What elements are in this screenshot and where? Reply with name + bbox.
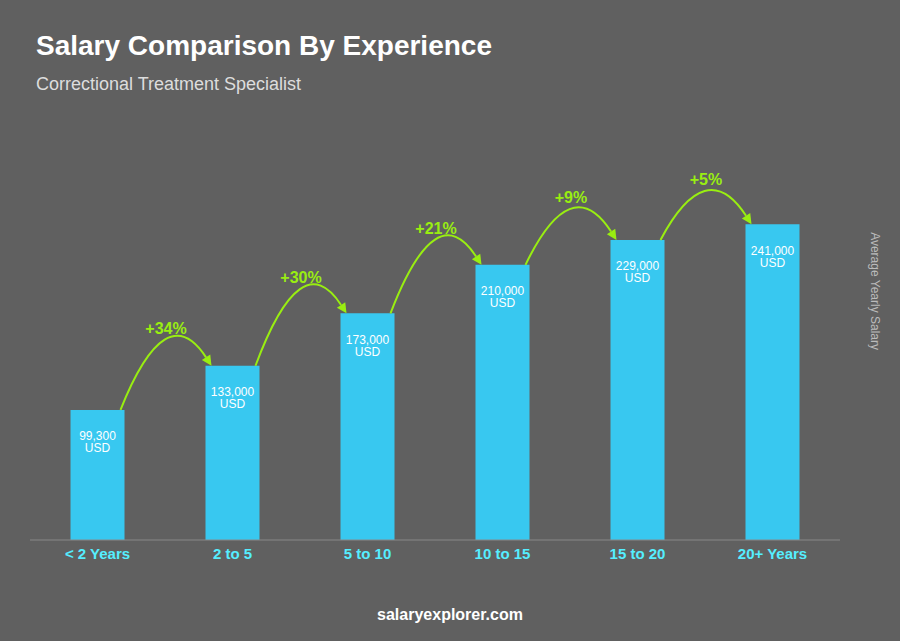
svg-text:210,000USD: 210,000USD: [481, 284, 525, 310]
svg-text:173,000USD: 173,000USD: [346, 333, 390, 359]
svg-text:10 to 15: 10 to 15: [475, 545, 531, 562]
svg-text:Average Yearly Salary: Average Yearly Salary: [868, 232, 882, 350]
html-text:salaryexplorer.com: salaryexplorer.com: [377, 606, 523, 623]
svg-text:2 to 5: 2 to 5: [213, 545, 252, 562]
svg-text:+21%: +21%: [415, 220, 456, 237]
svg-text:+9%: +9%: [555, 189, 587, 206]
svg-text:99,300USD: 99,300USD: [79, 429, 116, 455]
svg-text:< 2 Years: < 2 Years: [65, 545, 130, 562]
svg-text:20+ Years: 20+ Years: [738, 545, 807, 562]
svg-text:229,000USD: 229,000USD: [616, 259, 660, 285]
svg-text:5 to 10: 5 to 10: [344, 545, 392, 562]
svg-text:133,000USD: 133,000USD: [211, 385, 255, 411]
svg-text:+5%: +5%: [690, 171, 722, 188]
html-text:Correctional Treatment Special: Correctional Treatment Specialist: [36, 74, 302, 94]
svg-text:+30%: +30%: [280, 269, 321, 286]
html-text:Salary Comparison By Experienc: Salary Comparison By Experience: [36, 30, 492, 61]
svg-text:241,000USD: 241,000USD: [751, 244, 795, 270]
svg-text:15 to 20: 15 to 20: [610, 545, 666, 562]
svg-text:+34%: +34%: [145, 320, 186, 337]
